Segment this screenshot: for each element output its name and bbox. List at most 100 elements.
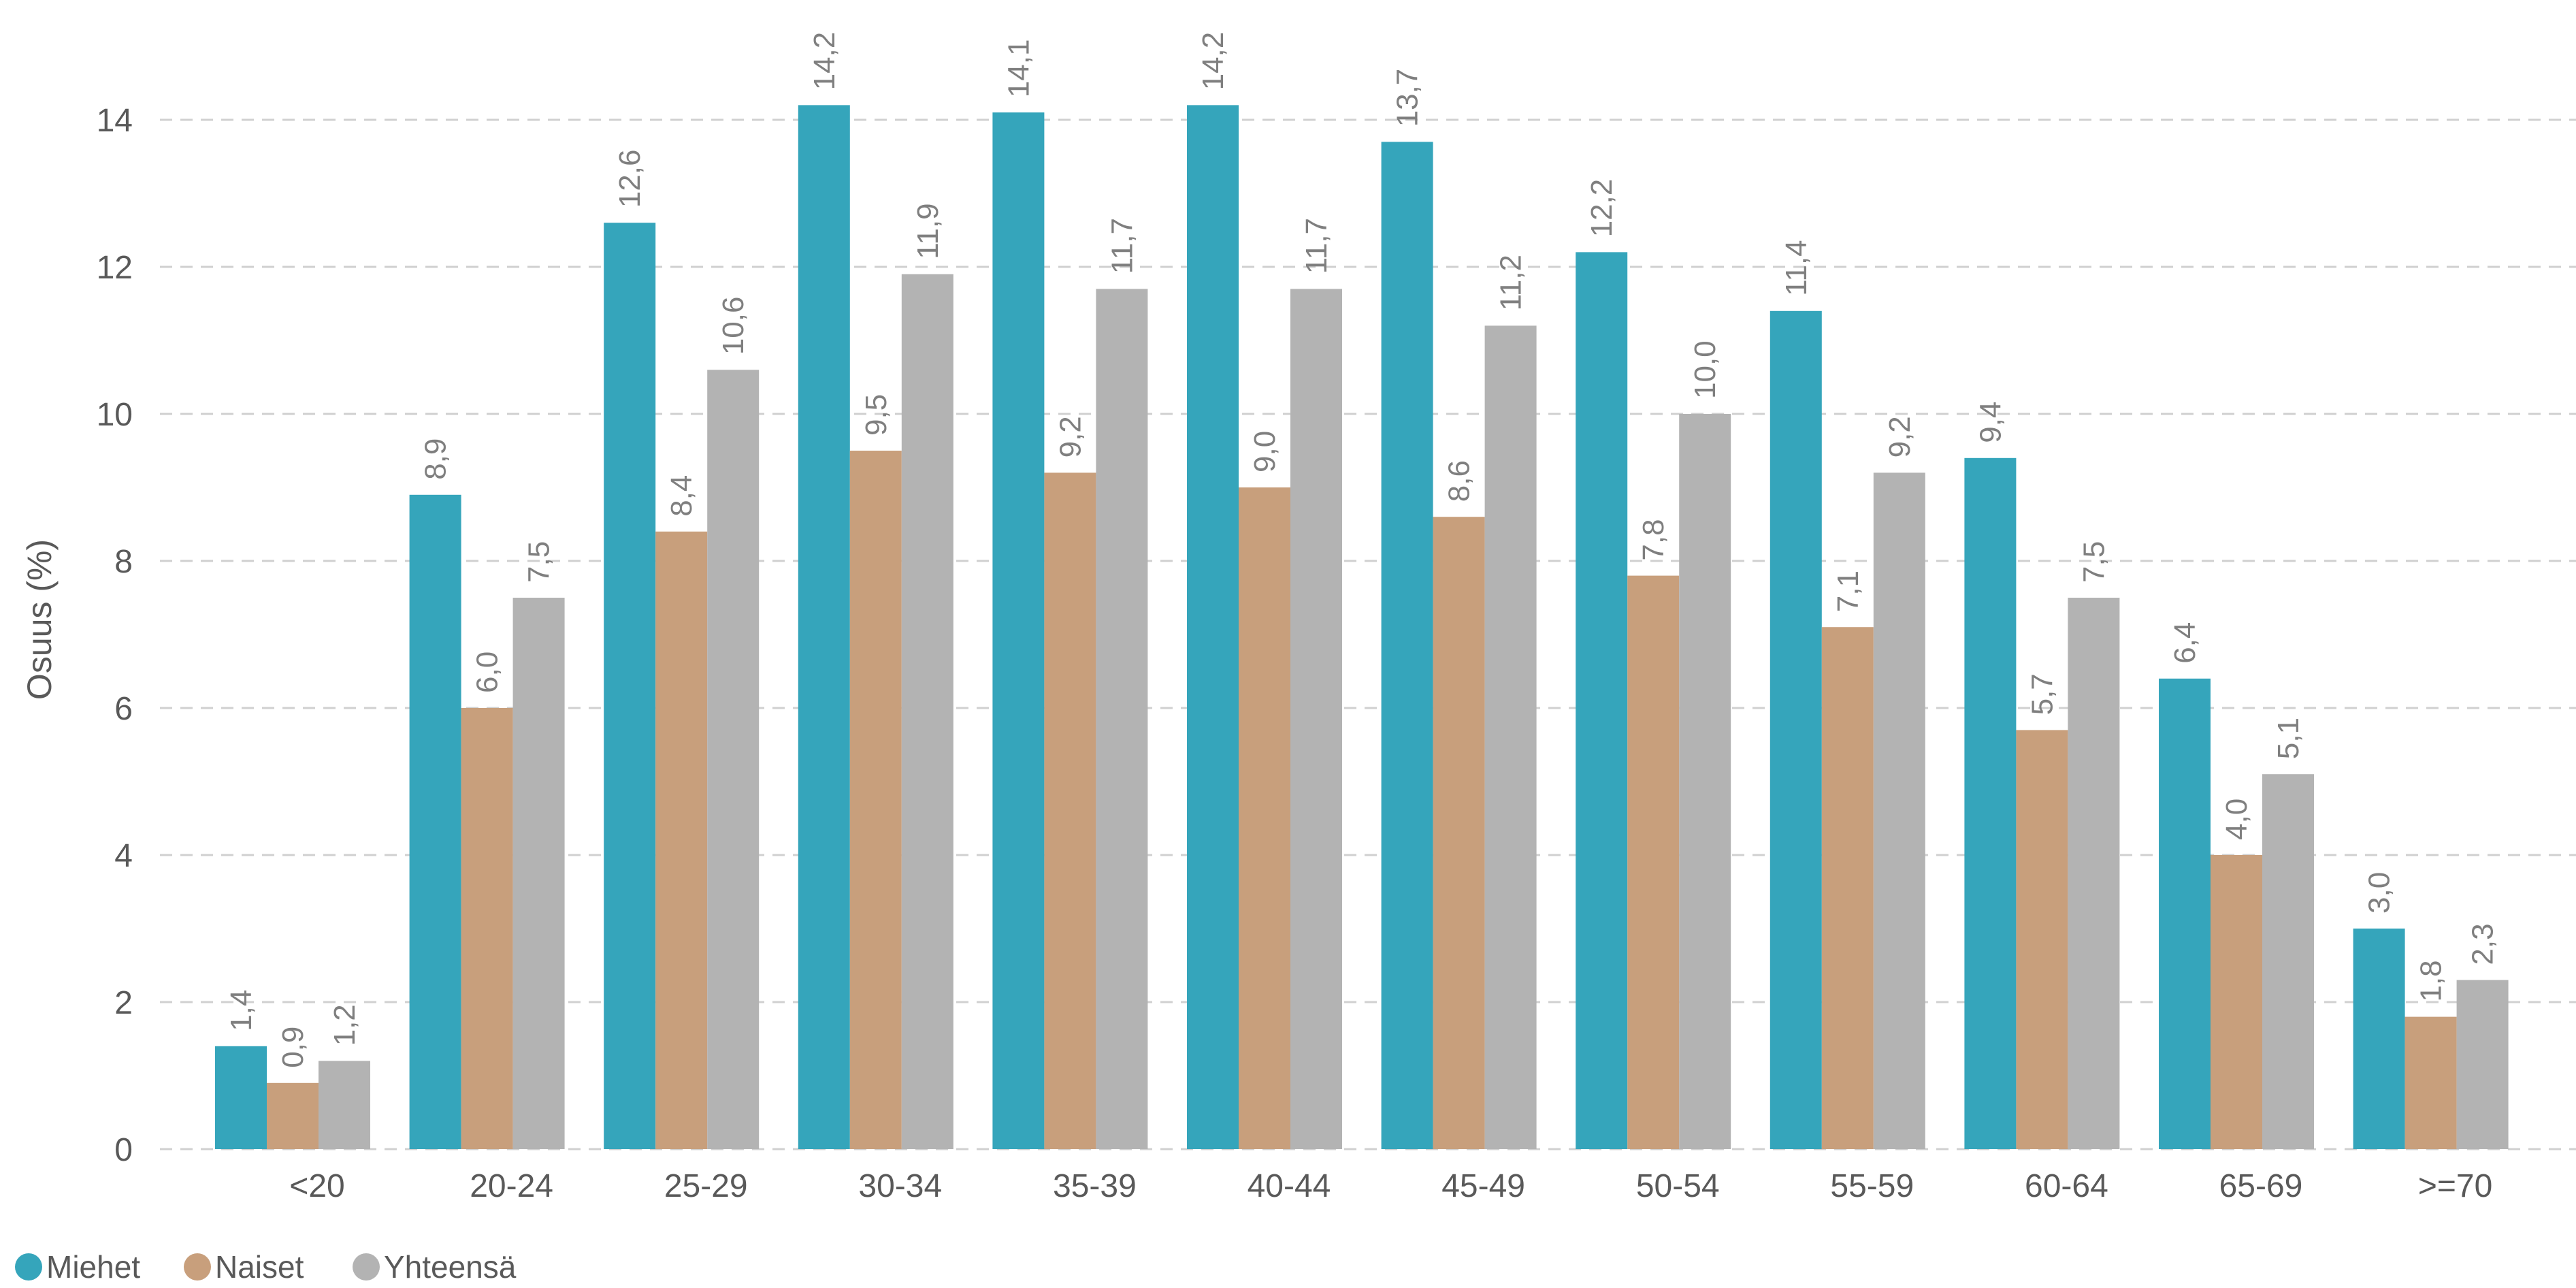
gridlines	[160, 118, 2576, 1150]
x-tick-label: 65-69	[2219, 1168, 2303, 1204]
data-label: 1,2	[328, 1004, 361, 1046]
data-label: 9,2	[1054, 416, 1087, 457]
data-label: 9,5	[860, 394, 893, 436]
data-label: 11,4	[1780, 240, 1813, 295]
x-tick-label: 40-44	[1248, 1168, 1331, 1204]
bar	[1964, 457, 2017, 1149]
bar	[1290, 289, 1342, 1149]
bar	[1576, 252, 1628, 1149]
bar	[992, 112, 1045, 1150]
y-tick-label: 0	[114, 1132, 133, 1168]
data-label: 12,6	[613, 150, 647, 208]
bar	[409, 494, 461, 1149]
data-label: 11,9	[911, 203, 945, 259]
bar	[901, 274, 953, 1149]
data-label: 7,8	[1637, 519, 1670, 560]
data-label: 14,2	[1196, 32, 1230, 91]
data-label: 6,4	[2168, 622, 2202, 664]
bar	[1873, 472, 1925, 1149]
data-label: 9,4	[1974, 402, 2007, 443]
bar	[1239, 487, 1290, 1149]
bar	[2456, 980, 2509, 1149]
bar	[461, 708, 513, 1149]
data-label: 7,1	[1831, 570, 1865, 612]
data-label: 8,9	[419, 438, 453, 480]
bar	[1187, 105, 1239, 1149]
y-tick-label: 12	[97, 250, 133, 286]
data-label: 13,7	[1391, 69, 1424, 127]
legend-label: Naiset	[215, 1249, 304, 1285]
data-label: 9,0	[1248, 431, 1282, 472]
x-tick-label: 35-39	[1053, 1168, 1137, 1204]
bar	[849, 451, 902, 1149]
data-label: 3,0	[2363, 872, 2396, 914]
x-tick-label: 60-64	[2025, 1168, 2108, 1204]
data-label: 11,7	[1105, 218, 1139, 274]
legend-label: Miehet	[46, 1249, 140, 1285]
data-label: 1,8	[2415, 960, 2448, 1001]
data-label: 6,0	[471, 651, 504, 693]
x-tick-label: >=70	[2418, 1168, 2492, 1204]
x-tick-label: 25-29	[664, 1168, 748, 1204]
x-axis-ticks: <20 20-24 25-29 30-34 35-39 40-44 45-49 50-54 55…	[289, 1168, 2492, 1204]
y-tick-label: 14	[97, 103, 133, 139]
data-label: 14,1	[1002, 39, 1035, 98]
data-label: 8,4	[665, 475, 698, 517]
bar	[2404, 1016, 2457, 1149]
data-label: 0,9	[276, 1027, 310, 1068]
y-axis-ticks: 0 2 4 6 8 10 12 14	[97, 103, 133, 1168]
data-label: 5,1	[2272, 718, 2305, 759]
bar	[2262, 774, 2314, 1149]
bar	[604, 223, 656, 1150]
data-label: 14,2	[808, 32, 841, 91]
data-label: 8,6	[1443, 460, 1476, 502]
bar	[512, 598, 565, 1149]
x-tick-label: 45-49	[1441, 1168, 1525, 1204]
bar	[2211, 855, 2262, 1149]
y-axis-title: Osuus (%)	[20, 539, 59, 700]
bar	[1770, 310, 1822, 1149]
bar	[215, 1046, 267, 1149]
legend-label: Yhteensä	[384, 1249, 517, 1285]
bar	[1627, 575, 1680, 1149]
legend-marker	[353, 1253, 380, 1281]
y-tick-label: 8	[114, 544, 133, 580]
data-label: 7,5	[2077, 541, 2110, 583]
bar	[319, 1061, 370, 1149]
bar	[1679, 414, 1731, 1149]
bar	[1044, 472, 1096, 1149]
legend-marker	[15, 1253, 42, 1281]
legend: Miehet Naiset Yhteensä	[15, 1249, 517, 1285]
bar	[1433, 517, 1485, 1149]
data-label: 4,0	[2220, 799, 2253, 840]
bar	[707, 370, 760, 1150]
y-tick-label: 10	[97, 397, 133, 433]
data-labels: 1,4 0,9 1,2 8,9 6,0 7,5 12,6 8,4 10,6 14,2 9,5 11,9…	[225, 32, 2500, 1068]
y-tick-label: 4	[114, 838, 133, 874]
x-tick-label: 50-54	[1636, 1168, 1720, 1204]
data-label: 12,2	[1585, 179, 1618, 238]
data-label: 5,7	[2025, 673, 2059, 715]
data-label: 11,7	[1300, 218, 1333, 274]
x-tick-label: 55-59	[1830, 1168, 1914, 1204]
bar	[267, 1082, 319, 1149]
data-label: 10,0	[1689, 340, 1722, 399]
y-tick-label: 6	[114, 691, 133, 727]
data-label: 2,3	[2466, 923, 2500, 965]
data-label: 11,2	[1495, 255, 1528, 310]
y-tick-label: 2	[114, 985, 133, 1021]
bar	[2353, 929, 2405, 1149]
bar	[1821, 627, 1874, 1149]
data-label: 1,4	[225, 990, 258, 1031]
data-label: 10,6	[717, 297, 750, 355]
x-tick-label: <20	[289, 1168, 344, 1204]
bar	[1096, 289, 1148, 1149]
bar	[2159, 678, 2211, 1149]
bars	[215, 105, 2509, 1150]
data-label: 7,5	[523, 541, 556, 583]
legend-marker	[184, 1253, 211, 1281]
bar	[2068, 598, 2120, 1149]
bar	[2016, 730, 2068, 1149]
x-tick-label: 30-34	[858, 1168, 942, 1204]
data-label: 9,2	[1883, 416, 1917, 457]
